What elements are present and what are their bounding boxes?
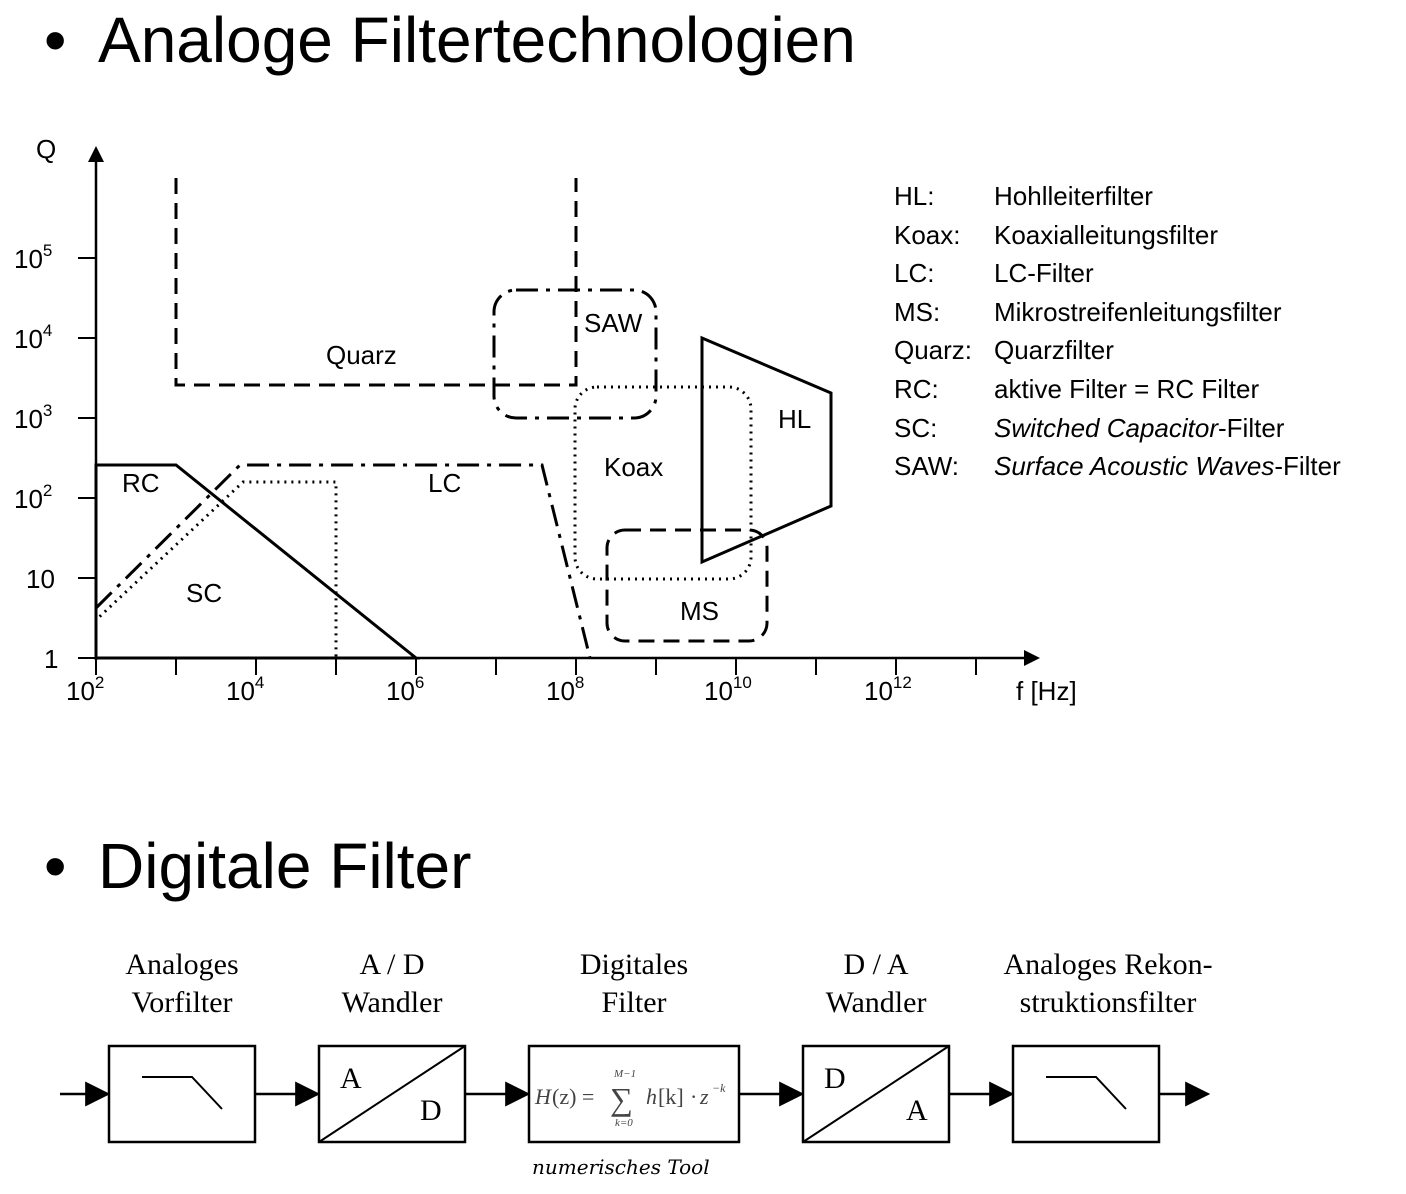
formula-lhs: H xyxy=(534,1084,552,1109)
region-lc xyxy=(94,463,592,659)
region-saw xyxy=(492,288,658,420)
legend-desc: aktive Filter = RC Filter xyxy=(994,374,1259,404)
x-tick-label: 106 xyxy=(386,673,424,706)
bullet-icon: • xyxy=(44,830,67,902)
x-axis-label: f [Hz] xyxy=(1016,676,1077,706)
formula-term-z: z xyxy=(699,1084,709,1109)
block-analog-prefilter xyxy=(107,1044,257,1144)
lowpass-icon xyxy=(1046,1076,1127,1110)
legend-abbr: Koax: xyxy=(894,220,961,250)
block-label: Vorfilter xyxy=(131,986,232,1019)
y-axis-arrow-icon xyxy=(88,146,104,162)
bullet-icon: • xyxy=(44,4,67,76)
region-sc xyxy=(94,480,338,658)
formula-dot: · xyxy=(690,1084,697,1109)
block-label: struktionsfilter xyxy=(1020,986,1197,1019)
legend-abbr: LC: xyxy=(894,258,934,288)
region-label-rc: RC xyxy=(122,468,160,498)
y-tick-label: 102 xyxy=(14,481,52,514)
formula-term-exp: −k xyxy=(712,1081,726,1095)
region-label-hl: HL xyxy=(778,404,811,434)
formula-term-k: [k] xyxy=(658,1084,684,1109)
region-label-koax: Koax xyxy=(604,452,663,482)
block-label: Wandler xyxy=(826,986,927,1019)
legend-desc: Quarzfilter xyxy=(994,335,1114,365)
region-ms xyxy=(605,528,769,643)
region-quarz xyxy=(174,178,578,387)
formula-arg: (z) = xyxy=(552,1084,594,1109)
block-reconstruction-filter xyxy=(1011,1044,1161,1144)
section-title-analog: • Analoge Filtertechnologien xyxy=(44,8,856,72)
x-tick-labels: 102 104 106 108 1010 1012 xyxy=(66,673,912,706)
x-axis-arrow-icon xyxy=(1024,650,1040,666)
x-tick-label: 108 xyxy=(546,673,584,706)
region-label-ms: MS xyxy=(680,596,719,626)
y-ticks xyxy=(78,257,96,659)
converter-in-label: D xyxy=(824,1062,846,1095)
region-label-lc: LC xyxy=(428,468,461,498)
converter-diagonal xyxy=(802,1045,950,1143)
lowpass-icon xyxy=(142,1076,223,1110)
region-koax xyxy=(573,385,753,581)
legend-abbr: RC: xyxy=(894,374,939,404)
formula-term-h: h xyxy=(646,1084,657,1109)
legend-abbr: HL: xyxy=(894,181,934,211)
legend-desc: LC-Filter xyxy=(994,258,1094,288)
y-tick-label: 105 xyxy=(14,241,52,274)
region-label-sc: SC xyxy=(186,578,222,608)
y-tick-label: 1 xyxy=(44,644,58,674)
converter-in-label: A xyxy=(340,1062,362,1095)
y-axis-label: Q xyxy=(36,134,56,164)
region-rc xyxy=(94,463,421,660)
chart-legend: HL: Hohlleiterfilter Koax: Koaxialleitun… xyxy=(894,181,1341,481)
signal-chain-diagram: Analoges Vorfilter A / D Wandler Digital… xyxy=(60,948,1213,1179)
block-digital-filter xyxy=(527,1044,741,1144)
title-analog-text: Analoge Filtertechnologien xyxy=(98,4,856,76)
filter-technology-chart: Q f [Hz] 1 10 102 103 104 105 xyxy=(14,134,1077,706)
legend-desc: Switched Capacitor-Filter xyxy=(994,413,1285,443)
x-ticks xyxy=(95,658,977,675)
block-label: A / D xyxy=(359,948,424,981)
legend-abbr: SAW: xyxy=(894,451,959,481)
region-hl xyxy=(700,335,833,565)
block-label: D / A xyxy=(843,948,908,981)
block-label: Wandler xyxy=(342,986,443,1019)
x-tick-label: 1012 xyxy=(864,673,912,706)
legend-abbr: Quarz: xyxy=(894,335,972,365)
x-tick-label: 102 xyxy=(66,673,104,706)
title-digital-text: Digitale Filter xyxy=(98,830,472,902)
region-label-quarz: Quarz xyxy=(326,340,397,370)
formula-sum-lower: k=0 xyxy=(615,1117,633,1129)
legend-desc: Surface Acoustic Waves-Filter xyxy=(994,451,1341,481)
transfer-function-formula: H (z) = M−1 ∑ k=0 h [k] · z −k xyxy=(534,1068,726,1129)
converter-out-label: D xyxy=(420,1094,442,1127)
block-label: Analoges xyxy=(125,948,238,981)
converter-out-label: A xyxy=(906,1094,928,1127)
legend-desc: Mikrostreifenleitungsfilter xyxy=(994,297,1282,327)
y-tick-labels: 1 10 102 103 104 105 xyxy=(14,241,58,674)
converter-diagonal xyxy=(318,1045,466,1143)
region-label-saw: SAW xyxy=(584,308,643,338)
block-label: Analoges Rekon- xyxy=(1003,948,1212,981)
formula-sum-upper: M−1 xyxy=(613,1068,636,1080)
block-label: Digitales xyxy=(580,948,688,981)
legend-abbr: MS: xyxy=(894,297,940,327)
legend-abbr: SC: xyxy=(894,413,937,443)
handwritten-annotation: numerisches Tool xyxy=(532,1155,710,1179)
x-tick-label: 104 xyxy=(226,673,264,706)
y-tick-label: 10 xyxy=(26,564,55,594)
legend-desc: Koaxialleitungsfilter xyxy=(994,220,1218,250)
y-tick-label: 103 xyxy=(14,401,52,434)
y-tick-label: 104 xyxy=(14,321,52,354)
section-title-digital: • Digitale Filter xyxy=(44,834,471,898)
x-tick-label: 1010 xyxy=(704,673,752,706)
legend-desc: Hohlleiterfilter xyxy=(994,181,1153,211)
formula-sigma: ∑ xyxy=(610,1081,633,1117)
block-label: Filter xyxy=(602,986,667,1019)
